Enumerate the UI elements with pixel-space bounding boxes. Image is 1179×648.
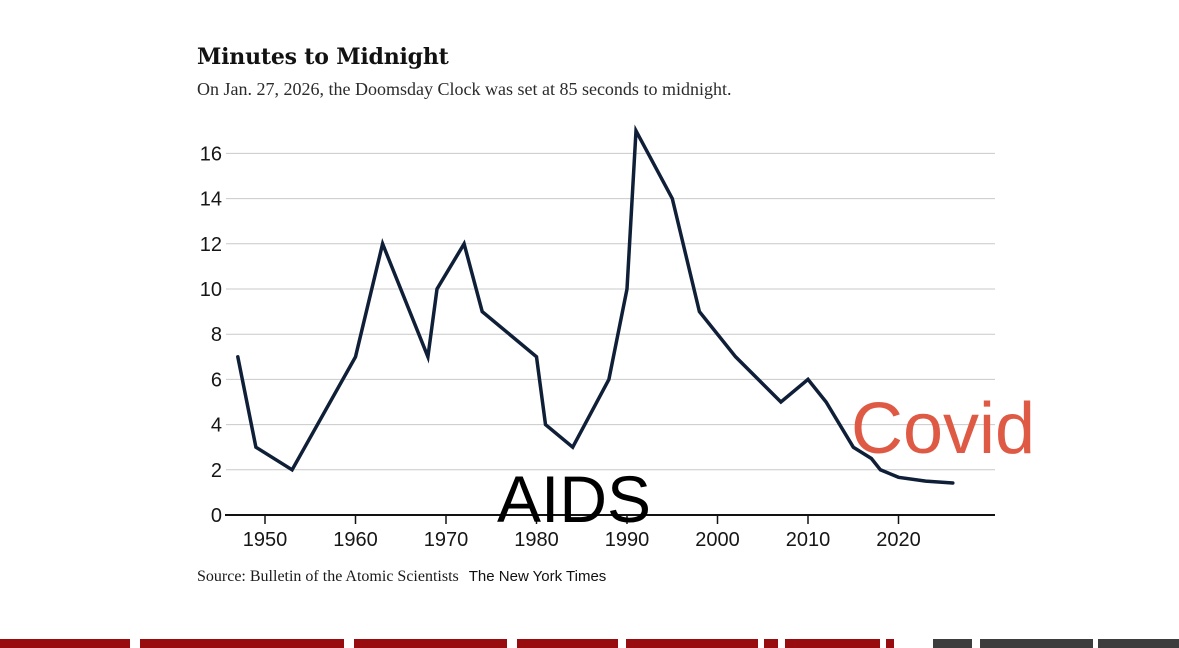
strip-segment-red <box>140 639 344 648</box>
y-tick-label: 2 <box>211 460 222 482</box>
strip-segment-gray <box>1098 639 1179 648</box>
strip-segment-red <box>0 639 130 648</box>
strip-segment-gray <box>980 639 1093 648</box>
annotation-covid: Covid <box>851 389 1036 469</box>
x-tick-label: 1970 <box>424 529 469 551</box>
y-tick-label: 14 <box>200 189 222 211</box>
strip-segment-gray <box>933 639 972 648</box>
cropped-bar-strip <box>0 639 1179 648</box>
chart-subtitle: On Jan. 27, 2026, the Doomsday Clock was… <box>197 79 732 99</box>
data-line <box>236 124 955 485</box>
strip-segment-red <box>785 639 880 648</box>
x-tick-label: 1960 <box>333 529 378 551</box>
strip-segment-red <box>626 639 758 648</box>
strip-segment-red <box>886 639 894 648</box>
y-tick-label: 12 <box>200 234 222 256</box>
x-tick-label: 2020 <box>876 529 921 551</box>
chart-title: Minutes to Midnight <box>197 44 449 70</box>
annotation-aids: AIDS <box>497 462 652 536</box>
source-line: Source: Bulletin of the Atomic Scientist… <box>197 568 606 586</box>
y-tick-label: 8 <box>211 324 222 346</box>
x-tick-label: 2000 <box>695 529 740 551</box>
publisher-credit: The New York Times <box>468 568 607 585</box>
x-tick-label: 2010 <box>786 529 831 551</box>
y-tick-label: 4 <box>211 415 222 437</box>
x-tick-label: 1950 <box>243 529 288 551</box>
strip-segment-red <box>764 639 778 648</box>
y-tick-label: 6 <box>211 369 222 391</box>
chart-source: Source: Bulletin of the Atomic Scientist… <box>197 568 459 585</box>
y-tick-label: 0 <box>211 505 222 527</box>
x-tick-label: 1980 <box>514 529 559 551</box>
strip-segment-red <box>517 639 618 648</box>
strip-segment-red <box>354 639 507 648</box>
x-tick-label: 1990 <box>605 529 650 551</box>
y-tick-label: 10 <box>200 279 222 301</box>
y-tick-label: 16 <box>200 143 222 165</box>
